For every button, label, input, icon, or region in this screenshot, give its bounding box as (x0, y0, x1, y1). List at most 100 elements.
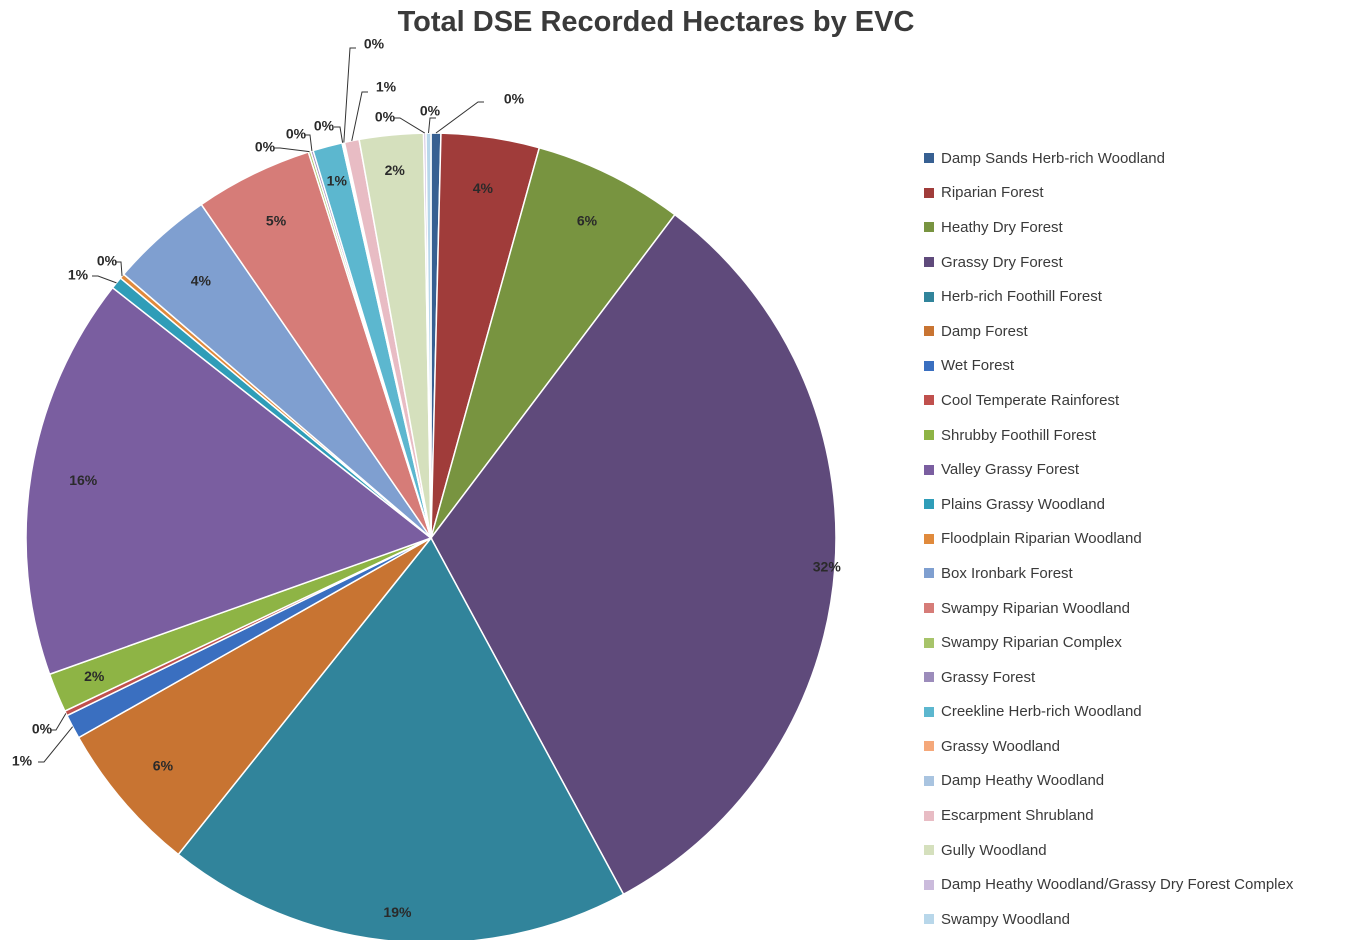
legend-swatch (924, 603, 934, 614)
legend-label: Swampy Riparian Woodland (941, 599, 1130, 617)
legend-swatch (924, 568, 934, 579)
legend-item-floodplain-riparian-woodland: Floodplain Riparian Woodland (924, 522, 1293, 557)
legend-item-damp-forest: Damp Forest (924, 314, 1293, 349)
slice-label-herb-rich-foothill-forest: 19% (383, 904, 412, 920)
leader-line-escarpment-shrubland (351, 91, 368, 141)
leader-line-floodplain-riparian-woodland (115, 261, 123, 277)
slice-label-damp-heathy-woodland: 0% (364, 36, 385, 52)
legend-swatch (924, 464, 934, 475)
legend-label: Plains Grassy Woodland (941, 495, 1105, 513)
leader-line-damp-heathy-woodland-grassy-dry-forest-complex (394, 117, 426, 134)
legend-label: Gully Woodland (941, 841, 1047, 859)
legend-item-gully-woodland: Gully Woodland (924, 833, 1293, 868)
legend-item-valley-grassy-forest: Valley Grassy Forest (924, 452, 1293, 487)
legend-swatch (924, 879, 934, 890)
legend-swatch (924, 153, 934, 164)
legend-swatch (924, 637, 934, 648)
legend-swatch (924, 326, 934, 337)
legend-swatch (924, 257, 934, 268)
slice-label-escarpment-shrubland: 1% (376, 79, 397, 95)
slice-label-swampy-woodland: 0% (420, 103, 441, 119)
legend-item-swampy-riparian-woodland: Swampy Riparian Woodland (924, 591, 1293, 626)
legend-label: Heathy Dry Forest (941, 218, 1063, 236)
slice-label-plains-grassy-woodland: 1% (68, 267, 89, 283)
legend-item-herb-rich-foothill-forest: Herb-rich Foothill Forest (924, 279, 1293, 314)
slice-label-damp-heathy-woodland-grassy-dry-forest-complex: 0% (375, 109, 396, 125)
legend-label: Grassy Forest (941, 668, 1036, 686)
legend-label: Grassy Woodland (941, 737, 1060, 755)
pie-slice-heathy-dry-forest (430, 146, 676, 539)
slice-label-heathy-dry-forest: 6% (577, 213, 598, 229)
slice-label-valley-grassy-forest: 16% (69, 472, 98, 488)
legend-label: Floodplain Riparian Woodland (941, 530, 1142, 548)
legend-swatch (924, 672, 934, 683)
slice-label-damp-forest: 6% (153, 757, 174, 773)
legend-swatch (924, 914, 934, 925)
legend-label: Riparian Forest (941, 184, 1044, 202)
leader-line-cool-temperate-rainforest (50, 713, 67, 731)
legend-label: Damp Heathy Woodland/Grassy Dry Forest C… (941, 876, 1294, 894)
legend-item-swampy-riparian-complex: Swampy Riparian Complex (924, 625, 1293, 660)
legend-label: Grassy Dry Forest (941, 253, 1063, 271)
legend-label: Damp Heathy Woodland (941, 772, 1105, 790)
legend-item-damp-heathy-woodland-grassy-dry-forest-complex: Damp Heathy Woodland/Grassy Dry Forest C… (924, 867, 1293, 902)
leader-line-swampy-woodland (428, 117, 436, 134)
slice-label-swampy-riparian-complex: 0% (255, 139, 276, 155)
slice-label-swampy-riparian-woodland: 5% (266, 212, 287, 228)
legend-item-wet-forest: Wet Forest (924, 349, 1293, 384)
legend-item-grassy-woodland: Grassy Woodland (924, 729, 1293, 764)
legend-item-plains-grassy-woodland: Plains Grassy Woodland (924, 487, 1293, 522)
leader-line-swampy-riparian-complex (274, 147, 310, 153)
chart-title: Total DSE Recorded Hectares by EVC (397, 6, 915, 38)
legend-label: Damp Forest (941, 322, 1028, 340)
legend-item-damp-sands-herb-rich-woodland: Damp Sands Herb-rich Woodland (924, 141, 1293, 176)
pie-slice-herb-rich-foothill-forest (177, 536, 625, 940)
legend: Damp Sands Herb-rich Woodland Riparian Fo… (924, 141, 1293, 937)
slice-label-creekline-herb-rich-woodland: 1% (327, 172, 348, 188)
legend-item-riparian-forest: Riparian Forest (924, 176, 1293, 211)
legend-item-heathy-dry-forest: Heathy Dry Forest (924, 210, 1293, 245)
legend-swatch (924, 499, 934, 510)
leader-line-wet-forest (38, 726, 74, 763)
legend-swatch (924, 291, 934, 302)
legend-label: Escarpment Shrubland (941, 807, 1094, 825)
legend-item-swampy-woodland: Swampy Woodland (924, 902, 1293, 937)
legend-swatch (924, 360, 934, 371)
slice-label-riparian-forest: 4% (473, 180, 494, 196)
legend-item-cool-temperate-rainforest: Cool Temperate Rainforest (924, 383, 1293, 418)
legend-item-grassy-dry-forest: Grassy Dry Forest (924, 245, 1293, 280)
slice-label-grassy-dry-forest: 32% (813, 559, 842, 575)
legend-swatch (924, 430, 934, 441)
pie-slice-damp-forest (77, 537, 432, 856)
slice-label-cool-temperate-rainforest: 0% (32, 721, 53, 737)
legend-swatch (924, 533, 934, 544)
slice-label-shrubby-foothill-forest: 2% (84, 668, 105, 684)
legend-item-grassy-forest: Grassy Forest (924, 660, 1293, 695)
leader-line-damp-heathy-woodland (343, 47, 356, 143)
legend-swatch (924, 395, 934, 406)
legend-swatch (924, 222, 934, 233)
legend-item-creekline-herb-rich-woodland: Creekline Herb-rich Woodland (924, 695, 1293, 730)
legend-label: Damp Sands Herb-rich Woodland (941, 149, 1165, 167)
slice-label-damp-sands-herb-rich-woodland: 0% (504, 91, 525, 107)
legend-swatch (924, 845, 934, 856)
legend-label: Cool Temperate Rainforest (941, 391, 1120, 409)
legend-swatch (924, 775, 934, 786)
slice-label-wet-forest: 1% (12, 753, 33, 769)
leader-line-grassy-woodland (334, 126, 344, 143)
pie-slice-swampy-woodland (425, 132, 432, 539)
legend-label: Wet Forest (941, 357, 1015, 375)
legend-swatch (924, 741, 934, 752)
slice-label-grassy-forest: 0% (286, 126, 307, 142)
legend-item-box-ironbark-forest: Box Ironbark Forest (924, 556, 1293, 591)
legend-swatch (924, 810, 934, 821)
legend-label: Box Ironbark Forest (941, 564, 1073, 582)
legend-swatch (924, 706, 934, 717)
legend-swatch (924, 187, 934, 198)
leader-line-plains-grassy-woodland (92, 275, 117, 284)
slice-label-grassy-woodland: 0% (314, 118, 335, 134)
legend-item-damp-heathy-woodland: Damp Heathy Woodland (924, 764, 1293, 799)
pie-slice-valley-grassy-forest (25, 286, 433, 676)
slice-label-box-ironbark-forest: 4% (191, 273, 212, 289)
